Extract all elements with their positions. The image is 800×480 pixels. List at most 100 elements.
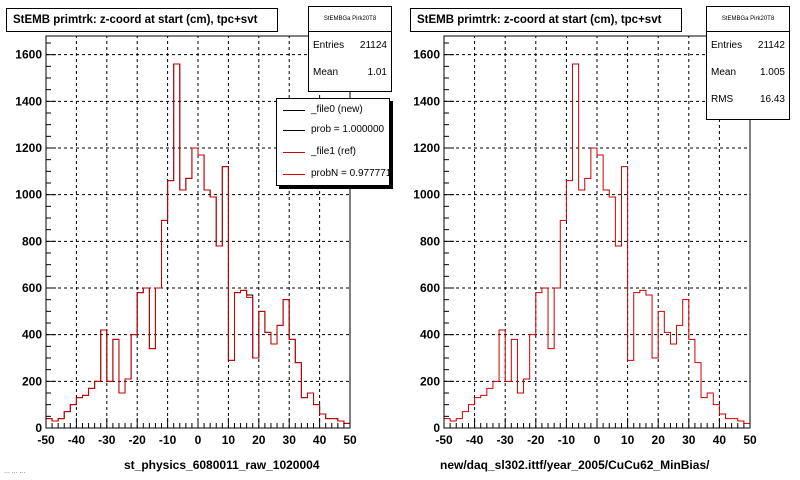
- histogram-bin: [597, 155, 603, 428]
- histogram-bin: [119, 393, 125, 428]
- y-tick-label: 1000: [15, 188, 42, 202]
- x-tick-label: 40: [313, 433, 327, 447]
- histogram-bin: [180, 190, 186, 428]
- histogram-bin: [131, 335, 137, 428]
- y-tick-label: 0: [35, 421, 42, 435]
- histogram-bin: [707, 393, 713, 428]
- x-tick-label: -30: [497, 433, 515, 447]
- histogram-bin: [82, 395, 88, 428]
- x-tick-label: -40: [68, 433, 86, 447]
- histogram-bin: [332, 419, 338, 428]
- histogram-bin: [314, 405, 320, 428]
- histogram-bin: [46, 419, 52, 428]
- histogram-bin: [536, 293, 542, 428]
- histogram-bin: [344, 423, 350, 428]
- histogram-bin: [277, 325, 283, 428]
- histogram-bin: [493, 381, 499, 428]
- histogram-bin: [241, 290, 247, 428]
- histogram-bin: [320, 414, 326, 428]
- histogram-bin: [481, 395, 487, 428]
- legend-entry: prob = 1.000000: [277, 121, 389, 141]
- histogram-bin: [701, 398, 707, 428]
- stats-row-entries: Entries 21142: [707, 32, 789, 59]
- histogram-bin: [511, 339, 517, 428]
- histogram-bin: [530, 335, 536, 428]
- x-tick-label: -40: [466, 433, 484, 447]
- histogram-bin: [125, 379, 131, 428]
- y-tick-label: 1000: [413, 188, 440, 202]
- histogram-bin: [628, 360, 634, 428]
- stats-row-rms: RMS 16.43: [707, 86, 789, 113]
- y-tick-label: 1200: [413, 141, 440, 155]
- stats-header: StEMBGa Pirk20T8: [309, 7, 391, 32]
- histogram-panel-right: -50 -40 -30 -20 -10 0 10 20 30 40 50 0 200 400 600 800 1…: [413, 35, 757, 447]
- histogram-bin: [475, 398, 481, 428]
- x-tick-label: 10: [222, 433, 236, 447]
- histogram-bin: [64, 412, 70, 428]
- legend-label: prob = 1.000000: [311, 124, 385, 135]
- histogram-bin: [113, 339, 119, 428]
- x-tick-label: 50: [743, 433, 757, 447]
- histogram-bin: [271, 344, 277, 428]
- histogram-bin: [621, 167, 627, 428]
- x-tick-label: -50: [37, 433, 55, 447]
- histogram-bin: [89, 388, 95, 428]
- histogram-bin: [326, 419, 332, 428]
- x-tick-label: 20: [652, 433, 666, 447]
- y-tick-label: 400: [22, 328, 42, 342]
- histogram-bin: [137, 293, 143, 428]
- histogram-bin: [695, 363, 701, 428]
- legend-entry: _file1 (ref): [277, 143, 389, 163]
- legend-label: _file1 (ref): [311, 146, 357, 157]
- histogram-bin: [247, 297, 253, 428]
- histogram-bin: [719, 414, 725, 428]
- x-tick-label: 30: [283, 433, 297, 447]
- histogram-series-1: [45, 63, 351, 428]
- legend-swatch: [283, 110, 305, 111]
- histogram-bin: [573, 64, 579, 428]
- histogram-bin: [101, 330, 107, 428]
- histogram-bin: [744, 423, 750, 428]
- histogram-bin: [542, 288, 548, 428]
- x-tick-label: 30: [682, 433, 696, 447]
- stats-value: 1.005: [759, 67, 785, 78]
- histogram-bin: [265, 332, 271, 428]
- y-tick-label: 1400: [413, 94, 440, 108]
- histogram-bin: [228, 360, 234, 428]
- histogram-bin: [70, 405, 76, 428]
- stats-header: StEMBGa Pirk20T8: [707, 7, 789, 32]
- histogram-bin: [677, 325, 683, 428]
- y-tick-label: 600: [420, 281, 440, 295]
- histogram-bin: [222, 167, 228, 428]
- x-tick-label: 50: [343, 433, 357, 447]
- stats-label: Mean: [711, 67, 737, 78]
- stats-row-mean: Mean 1.01: [309, 59, 391, 86]
- chart-title-left: StEMB primtrk: z-coord at start (cm), tp…: [6, 8, 278, 32]
- histogram-bin: [499, 330, 505, 428]
- y-tick-label: 1400: [15, 94, 42, 108]
- y-tick-label: 800: [420, 234, 440, 248]
- y-tick-label: 800: [22, 234, 42, 248]
- legend-swatch: [283, 174, 305, 175]
- histogram-bin: [295, 363, 301, 428]
- histogram-bin: [732, 419, 738, 428]
- x-tick-label: 0: [195, 433, 202, 447]
- histogram-bin: [52, 421, 58, 428]
- histogram-bin: [107, 381, 113, 428]
- y-tick-label: 200: [420, 374, 440, 388]
- histogram-bin: [450, 421, 456, 428]
- histogram-bin: [609, 197, 615, 428]
- footer-text: ... ... ...: [4, 468, 26, 475]
- histogram-bin: [591, 148, 597, 428]
- y-tick-label: 1600: [15, 48, 42, 62]
- x-tick-label: -30: [98, 433, 116, 447]
- x-tick-label: 40: [713, 433, 727, 447]
- legend-swatch: [283, 130, 305, 131]
- histogram-bin: [155, 288, 161, 428]
- stats-value: 21142: [757, 40, 785, 51]
- histogram-bin: [234, 293, 240, 428]
- histogram-bin: [726, 419, 732, 428]
- y-tick-label: 400: [420, 328, 440, 342]
- histogram-bin: [566, 181, 572, 428]
